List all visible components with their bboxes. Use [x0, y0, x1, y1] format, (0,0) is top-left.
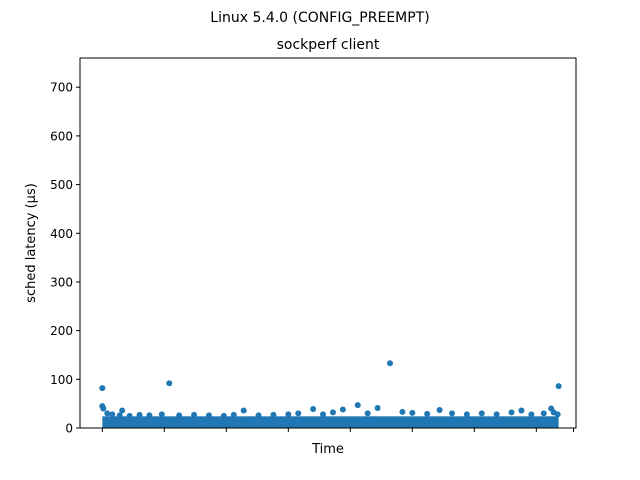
- data-point: [399, 408, 406, 415]
- y-tick-label: 700: [50, 81, 73, 95]
- data-point: [463, 411, 470, 418]
- chart-suptitle: Linux 5.4.0 (CONFIG_PREEMPT): [210, 10, 429, 26]
- data-point: [436, 406, 443, 413]
- y-axis-ticks: 0 100 200 300 400 500 600 700: [50, 81, 80, 436]
- data-point: [205, 412, 212, 419]
- data-point: [220, 412, 227, 419]
- data-point: [310, 406, 317, 413]
- data-point: [240, 407, 247, 414]
- y-tick-label: 200: [50, 324, 73, 338]
- y-axis-label: sched latency (µs): [24, 183, 39, 303]
- x-axis-label: Time: [311, 442, 344, 457]
- data-point: [146, 412, 153, 419]
- data-point: [387, 360, 393, 367]
- data-point: [540, 410, 547, 417]
- data-point: [329, 409, 336, 416]
- data-point: [374, 405, 381, 412]
- data-point: [449, 410, 455, 417]
- y-tick-label: 0: [65, 422, 73, 436]
- data-point: [158, 411, 165, 418]
- data-point: [109, 411, 116, 418]
- data-point: [176, 412, 183, 419]
- data-point: [99, 385, 106, 392]
- data-point: [230, 411, 237, 418]
- data-point: [166, 380, 173, 387]
- data-point: [339, 406, 346, 413]
- data-point: [424, 410, 431, 417]
- data-point: [255, 412, 262, 419]
- data-point: [295, 410, 302, 417]
- data-point: [100, 405, 107, 412]
- data-point: [518, 407, 525, 414]
- y-tick-label: 400: [50, 227, 73, 241]
- data-point: [320, 411, 327, 418]
- dense-points-band: [102, 416, 559, 428]
- data-point: [478, 410, 485, 417]
- data-point: [104, 410, 111, 417]
- data-point: [354, 402, 361, 409]
- dense-band-fill: [102, 416, 559, 428]
- data-point: [116, 412, 123, 419]
- y-tick-label: 300: [50, 275, 73, 289]
- data-point: [493, 411, 500, 418]
- data-point: [554, 411, 561, 418]
- plot-frame: [79, 57, 577, 429]
- data-point: [409, 409, 416, 416]
- data-point: [191, 411, 198, 418]
- data-points: [99, 360, 562, 419]
- data-point: [555, 383, 562, 390]
- data-point: [136, 411, 143, 418]
- data-point: [508, 409, 515, 416]
- data-point: [364, 410, 371, 417]
- data-point: [270, 411, 277, 418]
- data-point: [528, 411, 535, 418]
- chart-title: sockperf client: [277, 37, 380, 53]
- data-point: [285, 411, 292, 418]
- y-tick-label: 500: [50, 178, 73, 192]
- data-point: [126, 412, 133, 419]
- x-axis-ticks: [101, 428, 575, 432]
- y-tick-label: 600: [50, 129, 73, 143]
- y-tick-label: 100: [50, 373, 73, 387]
- data-point: [119, 407, 126, 414]
